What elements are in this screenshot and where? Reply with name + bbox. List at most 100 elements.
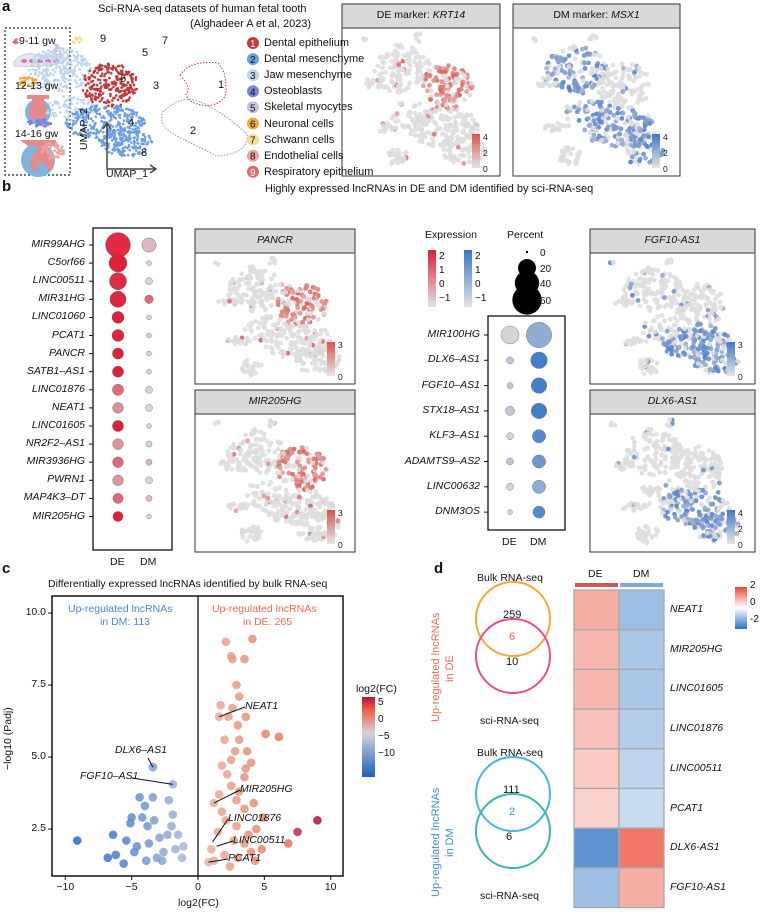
cluster-legend-id: 8 [250, 152, 256, 163]
feature-cell [711, 360, 717, 366]
umap-cell [83, 74, 87, 78]
umap-cell [85, 114, 89, 118]
umap-cell [86, 108, 89, 112]
feature-cell [462, 97, 468, 102]
umap-cell [19, 83, 22, 86]
volcano-point [177, 853, 187, 863]
umap-cell [75, 86, 79, 89]
umap-cell [129, 124, 132, 128]
feature-cell [386, 150, 392, 156]
feature-cell [540, 83, 546, 88]
feature-cell [692, 487, 698, 493]
umap-cell [87, 76, 90, 79]
feature-cell [396, 85, 401, 90]
umap-cell [44, 83, 48, 87]
feature-cell [458, 86, 464, 92]
feature-cell [378, 78, 384, 83]
feature-cell [449, 106, 455, 112]
umap-cell [111, 99, 114, 102]
umap-cell [120, 86, 123, 89]
feature-cell [461, 153, 467, 159]
umap-cell [91, 119, 95, 123]
volcano-point [261, 729, 270, 739]
feature-cell [240, 276, 246, 282]
feature-cell [637, 158, 642, 164]
feature-cell [683, 341, 689, 347]
umap-cell [114, 68, 118, 71]
umap-cell [99, 74, 103, 78]
feature-cell [586, 115, 591, 121]
feature-cell [592, 82, 598, 88]
umap-cell [72, 53, 75, 57]
umap-cell [100, 119, 103, 123]
feature-cell [654, 360, 660, 366]
umap-cell [102, 83, 106, 87]
feature-cell [385, 84, 390, 90]
umap-cell [100, 85, 103, 89]
umap-cell [48, 157, 51, 160]
feature-cell [705, 307, 711, 313]
x-tick-label: −5 [125, 881, 138, 893]
umap-cell [62, 67, 66, 71]
feature-cell [417, 101, 423, 106]
umap-cell [55, 60, 58, 63]
feature-cell [444, 66, 450, 72]
percent-size-dot [525, 250, 529, 254]
feature-cell [407, 63, 413, 68]
umap-cell [57, 79, 61, 82]
feature-cell [245, 368, 251, 374]
feature-cell [641, 71, 646, 77]
feature-cell [446, 147, 452, 153]
feature-cell [419, 114, 424, 120]
umap-cell [104, 78, 108, 82]
feature-cell [284, 495, 290, 501]
cluster-legend-label: Dental epithelium [264, 37, 349, 49]
umap-cell [96, 131, 99, 134]
feature-cell [305, 473, 311, 479]
feature-cell [642, 284, 648, 290]
feature-cell [615, 110, 621, 116]
umap-cell [142, 142, 145, 146]
feature-cell [663, 278, 669, 283]
feature-cell [589, 99, 595, 104]
feature-cell [427, 73, 433, 78]
feature-cell [653, 445, 659, 451]
umap-cell [129, 116, 133, 119]
feature-cell [636, 338, 642, 344]
umap-cell [117, 150, 120, 154]
feature-cell [717, 514, 722, 520]
umap-cell [110, 152, 114, 155]
feature-cell [559, 84, 565, 90]
heatmap-gene-label: PCAT1 [670, 801, 704, 814]
y-tick-label: 7.5 [31, 678, 46, 690]
feature-cell [715, 368, 721, 374]
feature-cell [282, 350, 287, 355]
umap-cell [62, 60, 65, 63]
feature-cell [612, 422, 618, 428]
feature-cell [682, 478, 688, 484]
umap-cell [41, 120, 44, 124]
feature-cell [593, 35, 599, 41]
umap-cell [132, 83, 136, 87]
feature-cell [262, 320, 268, 325]
feature-cell [668, 507, 674, 512]
umap-cell [72, 68, 75, 71]
umap-cell [137, 126, 140, 130]
umap-cell [107, 104, 110, 107]
feature-cell [647, 471, 653, 477]
dm-dotplot-dot [532, 429, 546, 444]
umap-cell [76, 63, 80, 67]
umap-cell [124, 70, 128, 73]
feature-cell [648, 277, 654, 282]
umap-cell [122, 153, 126, 157]
percent-tick: 60 [540, 296, 552, 307]
feature-cell [290, 332, 296, 338]
umap-cell [131, 153, 134, 156]
feature-cell [258, 529, 264, 534]
umap-cell [78, 36, 82, 39]
feature-cell [257, 294, 263, 300]
umap-cell [104, 81, 108, 84]
umap-cell [27, 68, 31, 72]
feature-cell [607, 103, 613, 108]
